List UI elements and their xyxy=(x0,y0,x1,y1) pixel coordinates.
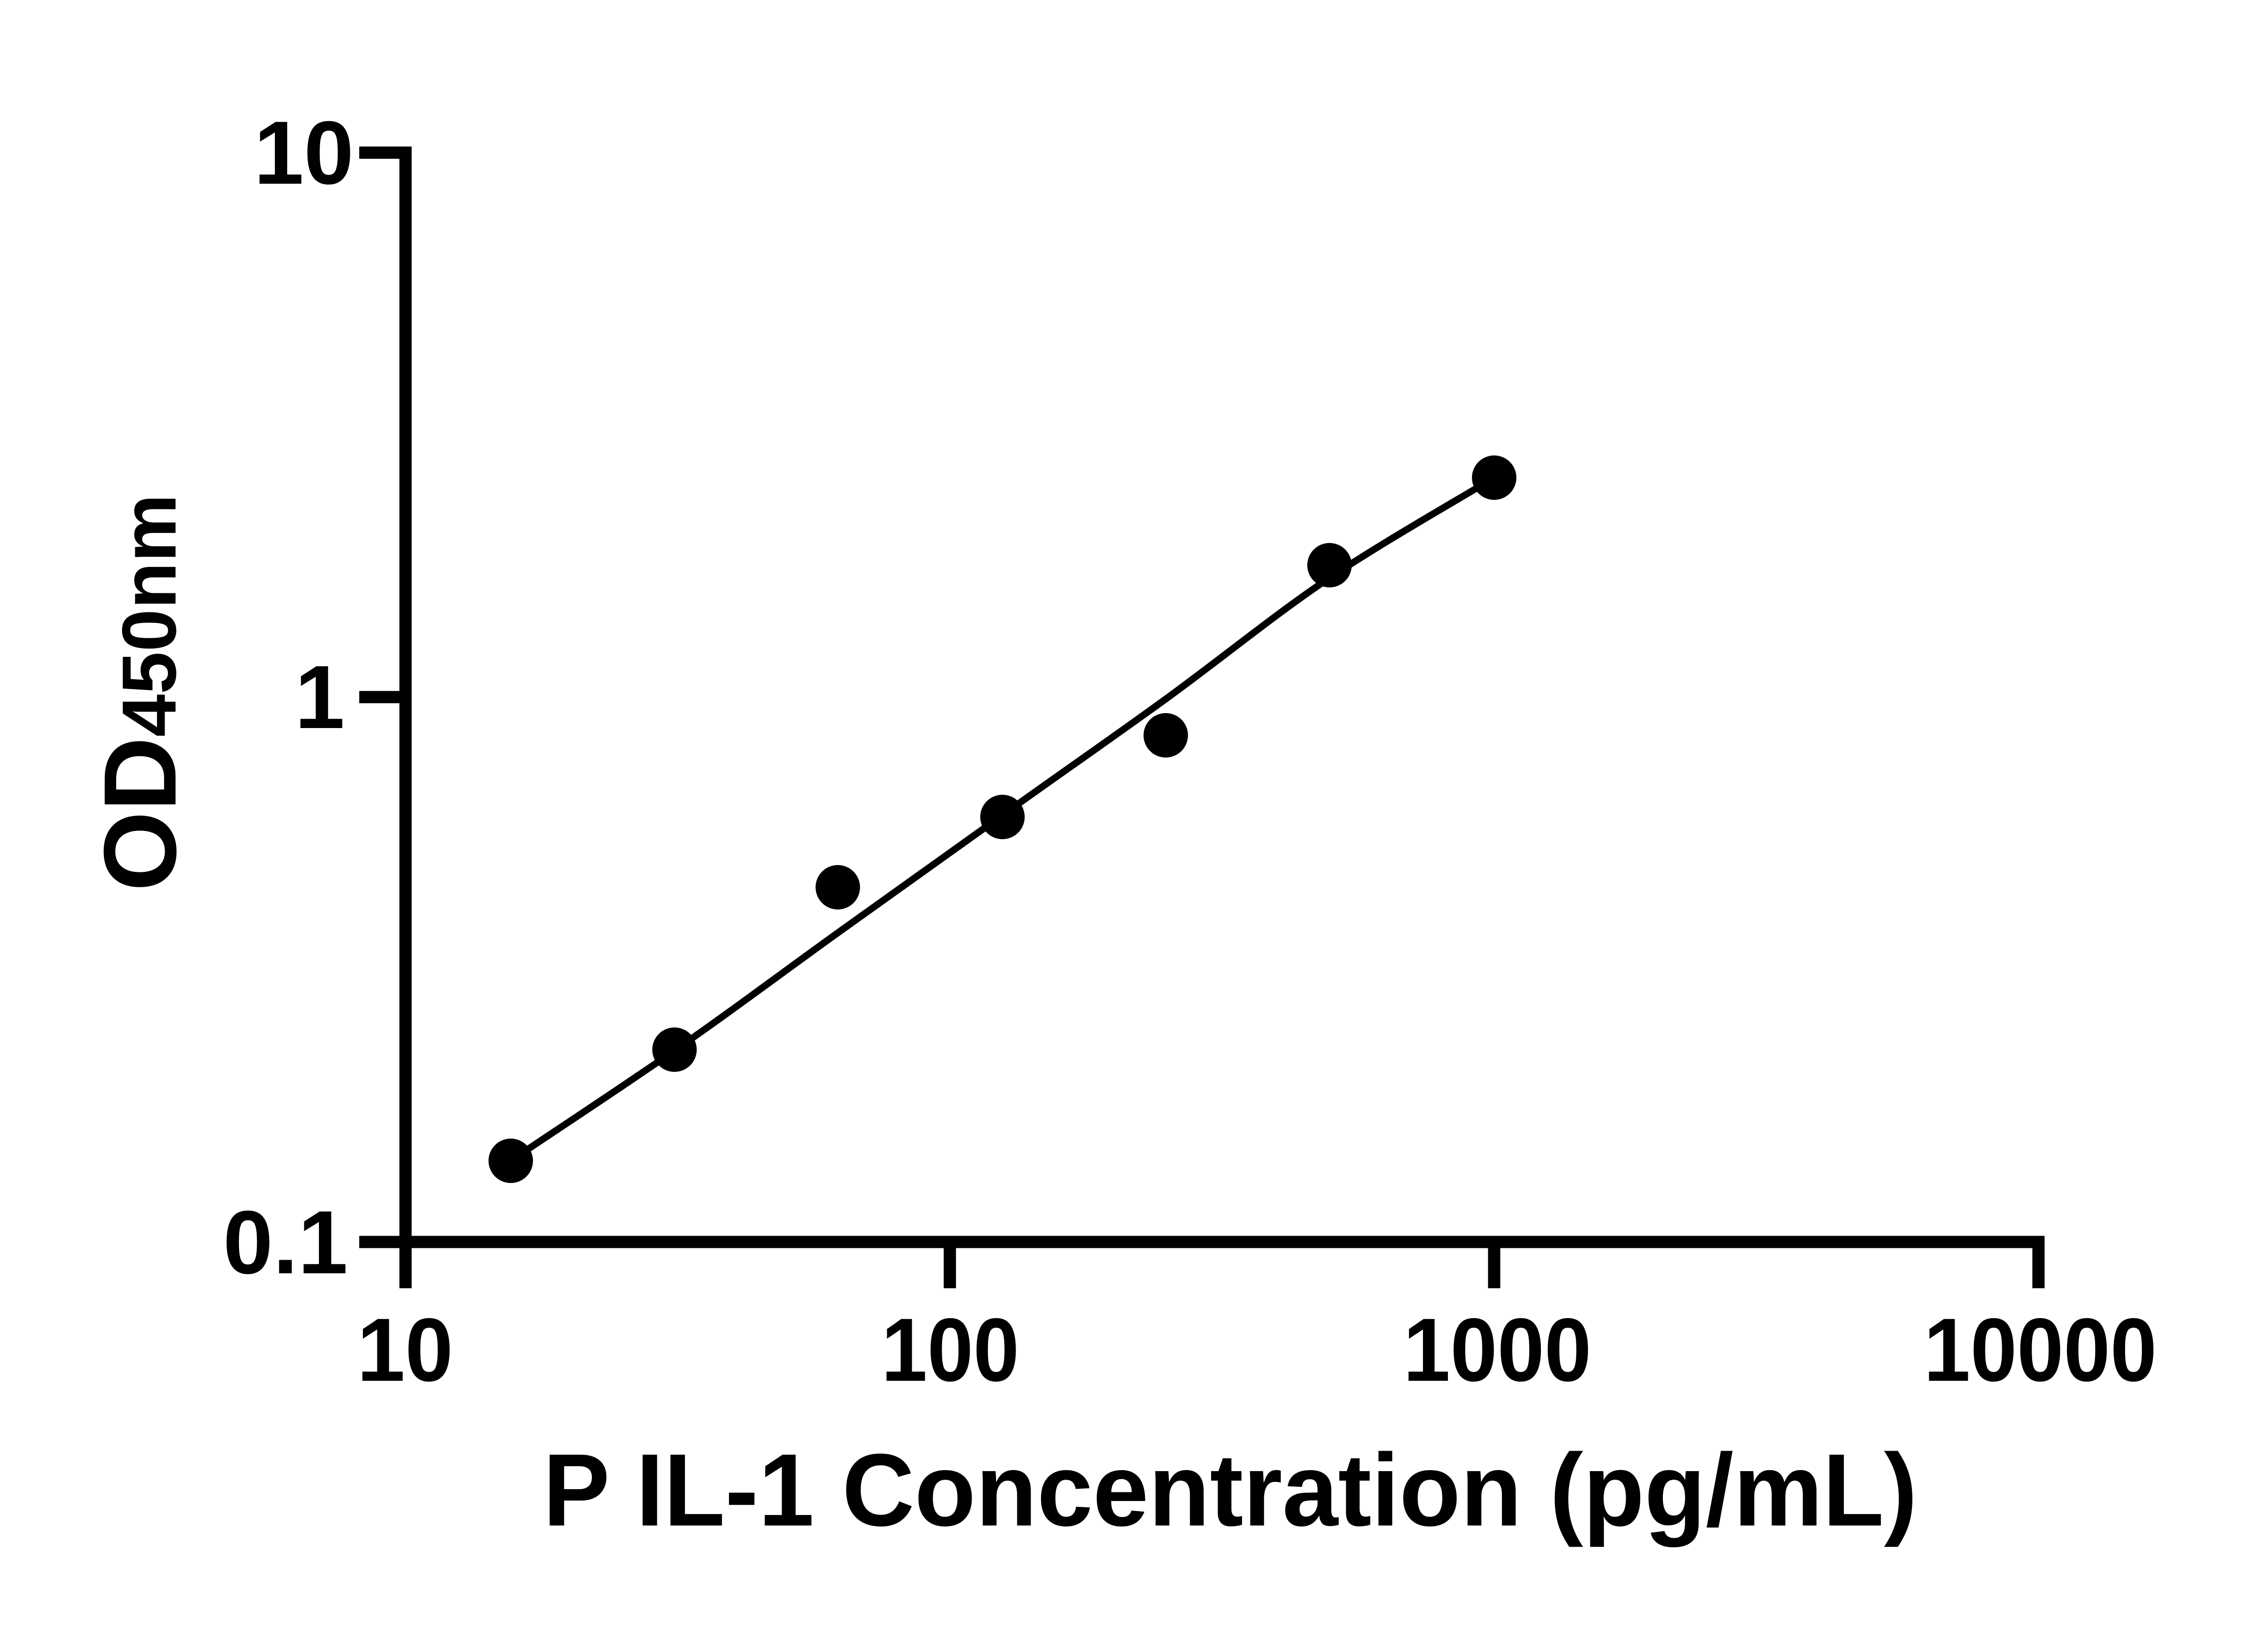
svg-text:1000: 1000 xyxy=(1403,1300,1592,1400)
svg-text:10000: 10000 xyxy=(1924,1300,2157,1400)
svg-text:1: 1 xyxy=(295,647,345,747)
svg-text:10: 10 xyxy=(357,1300,453,1400)
svg-text:OD450nm: OD450nm xyxy=(83,494,198,891)
svg-text:100: 100 xyxy=(881,1300,1019,1400)
svg-text:10: 10 xyxy=(254,103,354,203)
svg-text:0.1: 0.1 xyxy=(223,1192,348,1292)
svg-text:P IL-1 Concentration (pg/mL): P IL-1 Concentration (pg/mL) xyxy=(543,1433,1917,1548)
